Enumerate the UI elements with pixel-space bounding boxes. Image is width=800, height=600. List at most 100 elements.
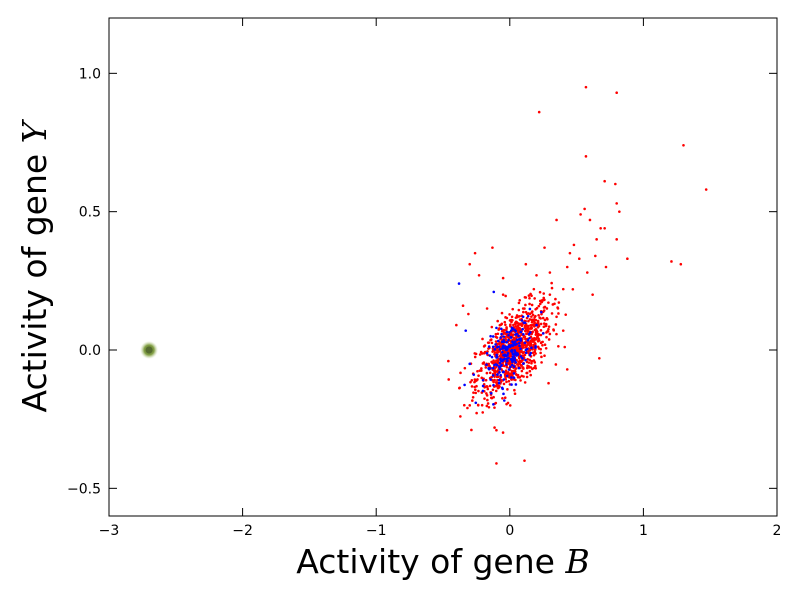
- data-point-blue: [507, 331, 511, 334]
- data-point-blue: [500, 340, 504, 344]
- data-point-red: [481, 411, 485, 414]
- data-point-red: [490, 341, 494, 345]
- data-point-blue: [519, 347, 522, 351]
- data-point-red: [615, 238, 618, 241]
- data-point-red: [505, 326, 508, 329]
- data-point-red: [503, 320, 507, 324]
- data-point-red: [538, 316, 541, 319]
- data-point-blue: [497, 381, 501, 385]
- data-point-blue: [495, 353, 498, 357]
- data-point-blue: [514, 361, 518, 364]
- data-point-red: [525, 328, 528, 332]
- data-point-red: [494, 401, 498, 405]
- data-point-red: [497, 342, 501, 346]
- data-point-blue: [505, 363, 508, 366]
- data-point-red: [493, 361, 497, 364]
- data-point-red: [530, 326, 534, 330]
- data-point-red: [473, 380, 476, 384]
- data-point-red: [486, 402, 490, 405]
- data-point-red: [502, 382, 506, 386]
- data-point-red: [473, 251, 477, 255]
- data-point-red: [513, 346, 517, 349]
- data-point-red: [485, 371, 489, 375]
- data-point-red: [584, 85, 588, 89]
- data-point-red: [583, 207, 586, 211]
- data-point-blue: [489, 334, 492, 338]
- data-point-blue: [514, 383, 518, 386]
- data-point-red: [615, 91, 618, 94]
- data-point-red: [523, 353, 527, 357]
- data-point-red: [500, 338, 504, 341]
- data-point-red: [534, 308, 537, 311]
- data-point-red: [521, 342, 524, 346]
- data-point-blue: [489, 378, 492, 381]
- data-point-red: [474, 391, 478, 395]
- data-point-red: [572, 243, 576, 247]
- data-point-red: [556, 307, 560, 310]
- data-point-red: [492, 380, 495, 384]
- data-point-blue: [510, 350, 514, 354]
- data-point-red: [445, 428, 449, 432]
- data-point-red: [531, 351, 535, 355]
- data-point-red: [494, 389, 498, 393]
- data-point-blue: [535, 323, 538, 327]
- data-point-red: [525, 312, 529, 316]
- data-point-red: [510, 315, 514, 319]
- data-point-red: [541, 343, 544, 347]
- data-point-red: [477, 274, 481, 277]
- data-point-red: [579, 213, 582, 216]
- data-point-red: [604, 265, 608, 269]
- data-point-red: [530, 343, 533, 347]
- data-point-red: [552, 329, 556, 332]
- data-point-blue: [496, 339, 500, 343]
- data-point-blue: [523, 341, 527, 345]
- data-point-red: [494, 384, 498, 387]
- data-point-red: [485, 385, 489, 388]
- data-point-red: [468, 262, 472, 266]
- data-point-red: [526, 357, 529, 361]
- data-point-red: [564, 313, 568, 316]
- data-point-red: [542, 309, 546, 312]
- data-point-red: [530, 324, 533, 328]
- data-point-red: [561, 329, 565, 332]
- data-point-red: [485, 394, 489, 397]
- data-point-red: [505, 380, 508, 384]
- plot-frame: [108, 17, 778, 517]
- data-point-red: [521, 307, 525, 310]
- data-point-red: [531, 338, 534, 341]
- data-point-blue: [517, 341, 521, 345]
- data-point-red: [484, 366, 488, 369]
- data-point-red: [463, 366, 467, 370]
- data-point-red: [514, 322, 517, 326]
- data-point-blue: [513, 348, 516, 352]
- data-point-red: [568, 251, 572, 255]
- data-point-red: [493, 378, 496, 382]
- data-point-red: [475, 411, 478, 415]
- data-point-blue: [495, 355, 499, 359]
- data-point-red: [517, 301, 521, 305]
- data-point-red: [499, 380, 503, 384]
- data-point-red: [588, 218, 592, 222]
- data-point-red: [466, 406, 469, 410]
- data-point-blue: [497, 378, 501, 382]
- data-point-red: [563, 345, 567, 349]
- data-point-blue: [507, 356, 510, 360]
- data-point-red: [565, 265, 569, 269]
- data-point-red: [520, 374, 524, 378]
- data-point-blue: [500, 386, 504, 390]
- data-point-blue: [498, 361, 502, 365]
- data-point-red: [530, 359, 534, 363]
- data-point-red: [530, 294, 533, 298]
- data-point-red: [525, 316, 529, 320]
- data-point-red: [477, 389, 480, 393]
- data-point-red: [521, 359, 524, 362]
- data-point-blue: [502, 392, 505, 396]
- data-point-red: [542, 306, 546, 309]
- data-point-red: [554, 323, 558, 326]
- data-point-red: [497, 384, 501, 388]
- data-point-red: [595, 238, 598, 241]
- data-point-red: [537, 110, 541, 114]
- data-point-red: [513, 392, 517, 396]
- data-point-blue: [507, 344, 511, 348]
